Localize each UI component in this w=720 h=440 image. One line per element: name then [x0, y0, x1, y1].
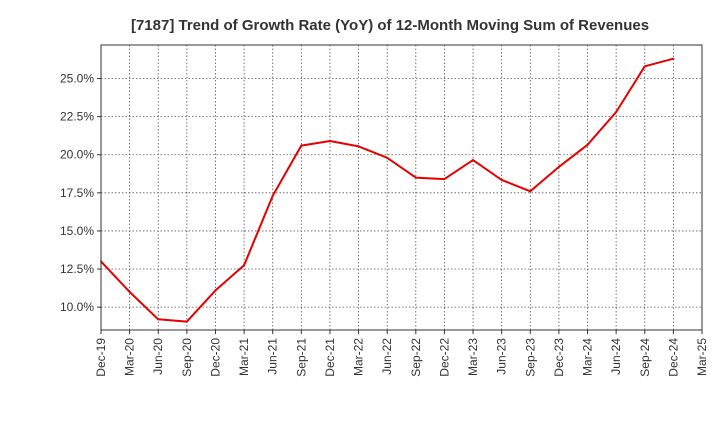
- y-tick-label: 15.0%: [60, 224, 94, 238]
- data-point: [472, 159, 475, 162]
- data-point: [357, 145, 360, 148]
- x-tick-label: Jun-24: [609, 338, 623, 375]
- x-tick-label: Sep-22: [409, 338, 423, 377]
- y-tick-label: 12.5%: [60, 262, 94, 276]
- data-point: [128, 290, 131, 293]
- x-tick-label: Dec-19: [94, 338, 108, 377]
- x-tick-label: Jun-20: [151, 338, 165, 375]
- data-point: [643, 65, 646, 68]
- data-point: [243, 264, 246, 267]
- series-layer: [100, 57, 675, 323]
- data-point: [157, 318, 160, 321]
- y-tick-label: 20.0%: [60, 148, 94, 162]
- x-tick-label: Jun-22: [380, 338, 394, 375]
- data-point: [214, 289, 217, 292]
- data-point: [557, 165, 560, 168]
- data-point: [271, 194, 274, 197]
- data-point: [386, 156, 389, 159]
- data-point: [328, 140, 331, 143]
- grid: [101, 45, 702, 330]
- x-tick-label: Mar-23: [466, 338, 480, 376]
- x-tick-label: Dec-24: [666, 338, 680, 377]
- x-tick-label: Jun-23: [495, 338, 509, 375]
- data-point: [672, 57, 675, 60]
- x-tick-label: Mar-20: [123, 338, 137, 376]
- x-tick-label: Sep-24: [638, 338, 652, 377]
- x-tick-label: Mar-25: [695, 338, 709, 376]
- y-axis: 10.0% 12.5% 15.0% 17.5% 20.0% 22.5% 25.0%: [60, 72, 101, 314]
- chart-title: [7187] Trend of Growth Rate (YoY) of 12-…: [131, 17, 649, 34]
- x-tick-label: Jun-21: [266, 338, 280, 375]
- x-tick-label: Mar-21: [237, 338, 251, 376]
- x-tick-label: Dec-20: [208, 338, 222, 377]
- x-tick-label: Mar-24: [581, 338, 595, 376]
- x-tick-label: Sep-21: [294, 338, 308, 377]
- data-point: [443, 178, 446, 181]
- data-point: [414, 176, 417, 179]
- x-tick-label: Sep-20: [180, 338, 194, 377]
- data-point: [586, 143, 589, 146]
- x-tick-label: Dec-21: [323, 338, 337, 377]
- data-point: [185, 320, 188, 323]
- y-tick-label: 17.5%: [60, 186, 94, 200]
- x-tick-label: Sep-23: [523, 338, 537, 377]
- data-point: [615, 111, 618, 114]
- x-tick-label: Dec-22: [437, 338, 451, 377]
- y-tick-label: 10.0%: [60, 300, 94, 314]
- plot-frame: [100, 44, 703, 331]
- x-axis: Dec-19 Mar-20 Jun-20 Sep-20 Dec-20 Mar-21 Jun-…: [94, 330, 709, 377]
- data-point: [529, 190, 532, 193]
- x-tick-label: Mar-22: [352, 338, 366, 376]
- y-tick-label: 22.5%: [60, 110, 94, 124]
- y-tick-label: 25.0%: [60, 72, 94, 86]
- data-point: [500, 178, 503, 181]
- x-tick-label: Dec-23: [552, 338, 566, 377]
- data-point: [300, 144, 303, 147]
